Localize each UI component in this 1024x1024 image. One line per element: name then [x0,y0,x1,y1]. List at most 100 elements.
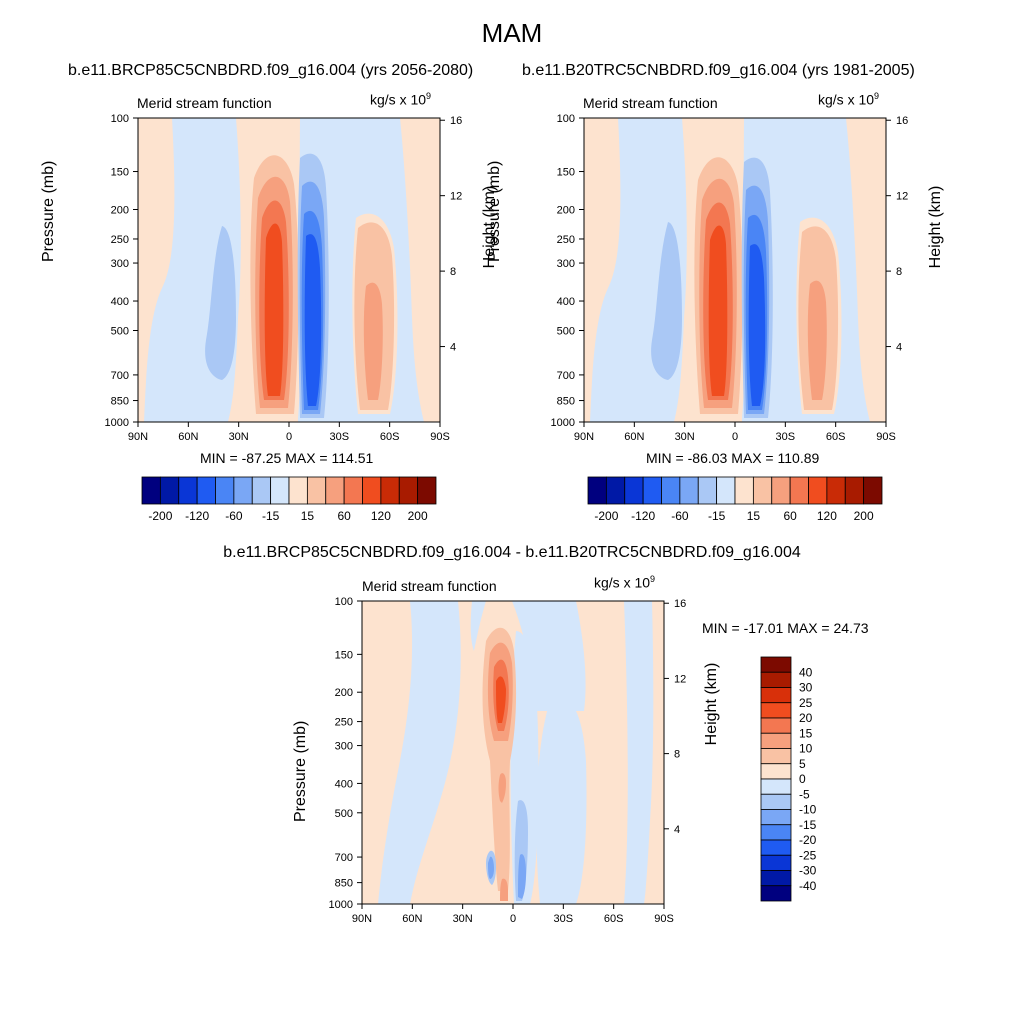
colorbar-label-bottom: 5 [799,757,806,771]
colorbar-swatch-bottom [760,824,792,841]
x-tick-label-bottom: 0 [510,913,516,925]
y-tick-label-top-right: 850 [557,396,575,408]
y-tick-label-top-left: 150 [111,167,129,179]
colorbar-label-bottom: 20 [799,711,813,725]
colorbar-label-bottom: 25 [799,696,813,710]
colorbar-swatch-top-right [771,476,791,505]
colorbar-label-bottom: 10 [799,742,813,756]
y2-tick-label-top-left: 8 [450,266,456,278]
colorbar-swatch-top-left [233,476,253,505]
colorbar-swatch-bottom [760,793,792,810]
x-tick-label-bottom: 90S [654,913,674,925]
y-tick-label-top-right: 400 [557,296,575,308]
colorbar-swatch-bottom [760,717,792,734]
colorbar-label-bottom: 40 [799,665,813,679]
x-tick-label-top-right: 90N [574,431,594,443]
y-axis-title-top-left: Pressure (mb) [40,160,57,262]
x-tick-label-top-left: 90S [430,431,450,443]
colorbar-swatch-top-left [141,476,161,505]
minmax-top-left: MIN = -87.25 MAX = 114.51 [200,450,374,466]
x-tick-label-top-left: 60N [178,431,198,443]
y-tick-label-top-left: 700 [111,370,129,382]
panel-title-top-right: b.e11.B20TRC5CNBDRD.f09_g16.004 (yrs 198… [522,62,915,79]
minmax-bottom: MIN = -17.01 MAX = 24.73 [702,620,869,636]
colorbar-swatch-bottom [760,885,792,902]
colorbar-swatch-top-left [398,476,419,505]
colorbar-swatch-top-right [605,476,626,505]
colorbar-swatch-top-left [288,476,308,505]
colorbar-label-top-left: -200 [148,509,172,523]
colorbar-label-top-left: -15 [262,509,280,523]
y2-tick-label-top-right: 16 [896,115,908,127]
x-tick-label-top-right: 90S [876,431,896,443]
colorbar-swatch-bottom [760,778,792,795]
y-tick-label-bottom: 250 [335,717,353,729]
y-tick-label-bottom: 1000 [329,899,353,911]
colorbar-swatch-top-left [159,476,180,505]
minmax-top-right: MIN = -86.03 MAX = 110.89 [646,450,820,466]
colorbar-label-top-right: -15 [708,509,726,523]
y-tick-label-bottom: 400 [335,778,353,790]
colorbar-swatch-top-left [196,476,216,505]
y2-tick-label-top-left: 4 [450,342,456,354]
y-tick-label-top-left: 400 [111,296,129,308]
colorbar-swatch-bottom [760,809,792,826]
colorbar-label-bottom: -15 [799,818,817,832]
colorbar-swatch-top-right [826,476,846,505]
colorbar-swatch-top-right [679,476,699,505]
y-tick-label-bottom: 850 [335,878,353,890]
y2-tick-label-bottom: 16 [674,598,686,610]
y-tick-label-top-left: 300 [111,258,129,270]
y-axis-title-top-right: Pressure (mb) [486,160,503,262]
colorbar-swatch-top-right [697,476,718,505]
colorbar-swatch-bottom [760,702,792,719]
colorbar-swatch-top-right [844,476,865,505]
y2-tick-label-top-right: 4 [896,342,902,354]
colorbar-label-bottom: -40 [799,879,817,893]
colorbar-label-top-right: -60 [671,509,689,523]
colorbar-swatch-top-right [587,476,607,505]
y-axis-title-bottom: Pressure (mb) [292,720,309,822]
colorbar-swatch-top-right [642,476,662,505]
plot-area-bottom [362,601,664,904]
plot-label-units-bottom: kg/s x 109 [594,574,656,591]
y-tick-label-top-left: 100 [111,113,129,125]
colorbar-swatch-bottom [760,870,792,887]
y-tick-label-top-left: 200 [111,205,129,217]
x-tick-label-top-right: 60S [826,431,846,443]
colorbar-swatch-top-left [251,476,272,505]
x-tick-label-bottom: 60S [604,913,624,925]
colorbar-label-top-left: -120 [185,509,209,523]
colorbar-swatch-top-right [752,476,773,505]
colorbar-swatch-bottom [760,732,792,749]
colorbar-swatch-top-left [325,476,345,505]
colorbar-swatch-top-right [863,476,883,505]
plot-label-left-top-right: Merid stream function [583,95,718,111]
x-tick-label-top-left: 30S [330,431,350,443]
x-tick-label-top-right: 30N [675,431,695,443]
colorbar-label-top-left: 200 [408,509,428,523]
colorbar-swatch-top-right [808,476,828,505]
colorbar-swatch-top-right [734,476,754,505]
colorbar-swatch-bottom [760,839,792,856]
colorbar-label-top-right: 200 [854,509,874,523]
x-tick-label-top-left: 60S [380,431,400,443]
colorbar-swatch-top-left [215,476,235,505]
x-tick-label-bottom: 30S [554,913,574,925]
x-tick-label-top-right: 0 [732,431,738,443]
x-tick-label-top-right: 60N [624,431,644,443]
y-tick-label-top-left: 500 [111,325,129,337]
colorbar-swatch-bottom [760,671,792,688]
y-tick-label-bottom: 100 [335,596,353,608]
colorbar-swatch-bottom [760,687,792,704]
x-tick-label-top-right: 30S [776,431,796,443]
y-tick-label-top-left: 850 [111,396,129,408]
panel-title-bottom: b.e11.BRCP85C5CNBDRD.f09_g16.004 - b.e11… [223,544,801,561]
x-tick-label-bottom: 60N [402,913,422,925]
y2-tick-label-bottom: 8 [674,749,680,761]
y-tick-label-top-right: 100 [557,113,575,125]
y2-tick-label-bottom: 12 [674,673,686,685]
colorbar-swatch-top-left [362,476,382,505]
colorbar-label-top-right: 15 [747,509,761,523]
